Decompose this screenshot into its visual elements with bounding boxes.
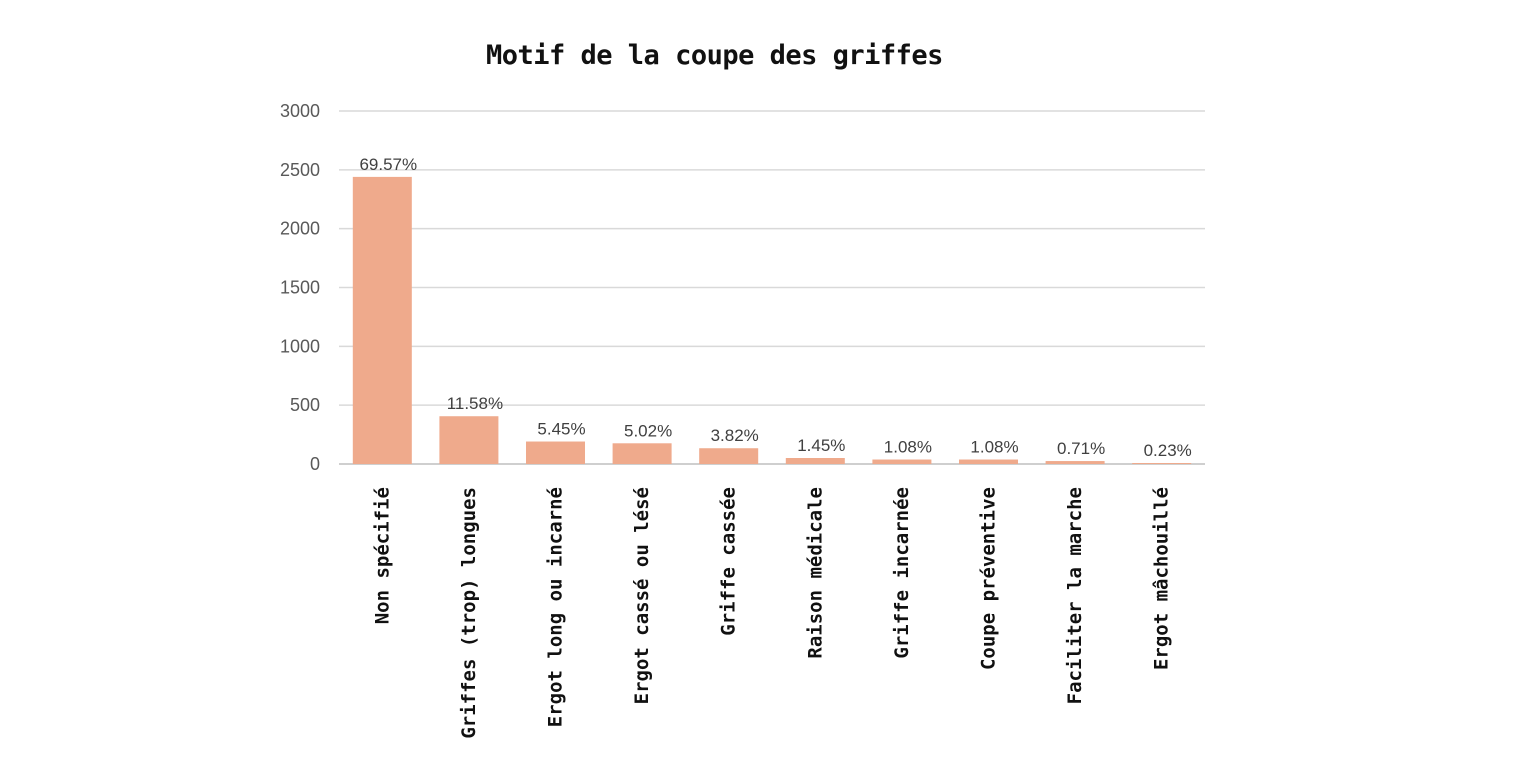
bar [612,443,672,464]
x-axis: Non spécifié Griffes (trop) longues Ergot … [371,487,1172,739]
data-label: 1.08% [970,438,1018,457]
bars [352,176,1192,465]
bar [439,416,499,464]
bar [872,459,932,464]
data-labels: 69.57% 11.58% 5.45% 5.02% 3.82% 1.45% 1.08% 1.0… [359,155,1191,460]
bar [1045,461,1105,464]
bar [352,176,412,465]
x-tick-label: Griffes (trop) longues [458,487,480,739]
y-tick-label: 1000 [280,336,320,356]
y-tick-label: 2000 [280,219,320,239]
data-label: 1.08% [884,438,932,457]
x-tick-label: Raison médicale [804,487,826,659]
data-label: 5.45% [537,420,585,439]
y-tick-label: 500 [290,395,320,415]
y-tick-label: 1500 [280,278,320,298]
data-label: 3.82% [711,426,759,445]
x-tick-label: Faciliter la marche [1064,487,1086,704]
x-tick-label: Ergot mâchouillé [1151,487,1173,670]
data-label: 0.23% [1144,441,1192,460]
x-tick-label: Non spécifié [371,487,393,624]
y-tick-label: 3000 [280,101,320,121]
x-tick-label: Ergot long ou incarné [545,487,567,727]
y-axis: 0 500 1000 1500 2000 2500 3000 [280,101,320,474]
data-label: 1.45% [797,436,845,455]
bar [526,441,585,464]
data-label: 0.71% [1057,439,1105,458]
data-label: 69.57% [359,155,417,174]
x-tick-label: Coupe préventive [978,487,1000,670]
x-tick-label: Griffe incarnée [891,487,913,659]
data-label: 5.02% [624,421,672,440]
bar [1132,463,1192,464]
bar [785,457,845,464]
x-tick-label: Griffe cassée [718,487,740,636]
bar [959,459,1018,464]
y-tick-label: 2500 [280,160,320,180]
y-tick-label: 0 [310,454,320,474]
x-tick-label: Ergot cassé ou lésé [631,487,653,704]
data-label: 11.58% [447,394,503,413]
bar [699,448,759,464]
chart-title: Motif de la coupe des griffes [486,40,943,71]
